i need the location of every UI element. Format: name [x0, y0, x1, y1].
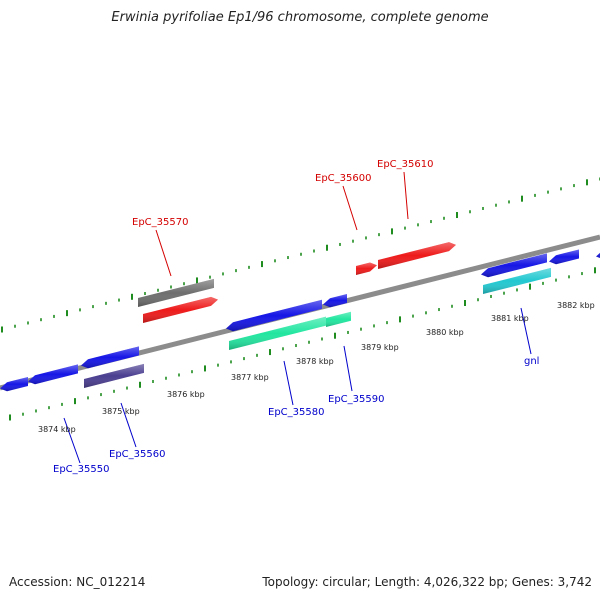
scale-label: 3878 kbp [296, 357, 334, 366]
gene-feature-epc-35610[interactable] [378, 242, 456, 269]
gene-label-epc-35600[interactable]: EpC_35600 [315, 173, 371, 184]
gene-feature-bottom-blue-6[interactable] [323, 294, 347, 308]
gene-feature-epc-35560[interactable] [84, 363, 144, 388]
label-leader-line [403, 171, 409, 220]
label-leader-line [343, 345, 353, 392]
gene-feature-top-blue-1[interactable] [481, 253, 547, 278]
gene-feature-gnl[interactable] [483, 267, 551, 294]
scale-label: 3880 kbp [426, 328, 464, 337]
gene-label-epc-35560[interactable]: EpC_35560 [109, 449, 165, 460]
label-leader-line [283, 360, 294, 406]
gene-labels: EpC_35570 EpC_35600 EpC_35610 EpC_35550 … [53, 159, 539, 475]
gene-label-epc-35580[interactable]: EpC_35580 [268, 407, 324, 418]
gene-label-gnl[interactable]: gnl [524, 356, 539, 367]
gene-label-epc-35590[interactable]: EpC_35590 [328, 394, 384, 405]
label-leader-line [63, 417, 81, 464]
gene-feature-epc-35590[interactable] [326, 311, 351, 327]
gene-feature-top-blue-3[interactable] [596, 241, 600, 259]
chart-title: Erwinia pyrifoliae Ep1/96 chromosome, co… [111, 10, 489, 25]
scale-labels: 3874 kbp 3875 kbp 3876 kbp 3877 kbp 3878… [38, 301, 595, 434]
gene-feature-bottom-blue-2[interactable] [28, 364, 78, 385]
gene-features [0, 241, 600, 392]
gene-feature-epc-35570-red[interactable] [143, 296, 218, 323]
gene-feature-bottom-blue-3[interactable] [81, 346, 139, 369]
scale-label: 3875 kbp [102, 407, 140, 416]
gene-feature-epc-35580[interactable] [229, 316, 326, 350]
gene-label-epc-35610[interactable]: EpC_35610 [377, 159, 433, 170]
accession-text: Accession: NC_012214 [9, 575, 146, 589]
gene-feature-epc-35550[interactable] [0, 377, 28, 392]
scale-label: 3876 kbp [167, 390, 205, 399]
scale-label: 3881 kbp [491, 314, 529, 323]
scale-label: 3877 kbp [231, 373, 269, 382]
label-leader-lines [63, 171, 532, 464]
gene-feature-epc-35570[interactable] [138, 278, 214, 307]
gene-label-epc-35570[interactable]: EpC_35570 [132, 217, 188, 228]
genome-summary-text: Topology: circular; Length: 4,026,322 bp… [262, 575, 592, 589]
scale-label: 3879 kbp [361, 343, 399, 352]
scale-label: 3882 kbp [557, 301, 595, 310]
label-leader-line [342, 185, 358, 231]
label-leader-line [155, 229, 172, 277]
label-leader-line [520, 307, 532, 355]
scale-label: 3874 kbp [38, 425, 76, 434]
gene-feature-top-blue-2[interactable] [549, 249, 579, 265]
gene-label-epc-35550[interactable]: EpC_35550 [53, 464, 109, 475]
label-leader-line [120, 402, 137, 448]
gene-feature-epc-35600[interactable] [356, 262, 377, 276]
tick-marks [1, 177, 600, 421]
gene-feature-bottom-blue-5[interactable] [226, 299, 322, 332]
